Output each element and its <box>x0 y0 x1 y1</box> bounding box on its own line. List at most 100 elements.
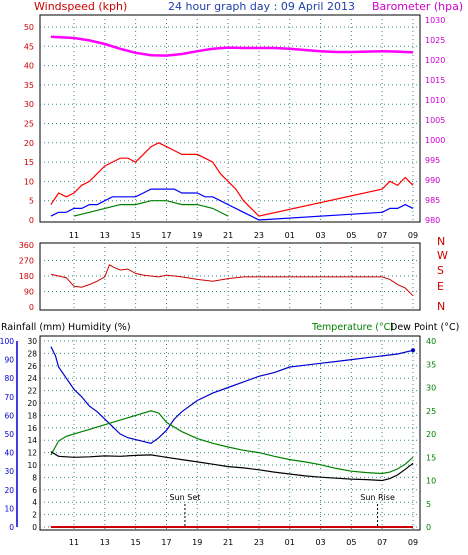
wind-tick-label: 30 <box>24 100 34 109</box>
temperature-line <box>50 410 414 475</box>
wind-x-tick-label: 07 <box>377 231 387 240</box>
baro-tick-label: 1015 <box>425 76 445 85</box>
wind-tick-label: 35 <box>24 81 34 90</box>
baro-tick-label: 1000 <box>425 136 445 145</box>
rain-tick-label: 2 <box>32 511 37 520</box>
rain-tick-label: 10 <box>27 461 37 470</box>
wind-x-tick-label: 11 <box>69 231 79 240</box>
wind-x-tick-label: 19 <box>192 231 202 240</box>
humidity-tick-label: 80 <box>4 374 14 383</box>
humidity-tick-label: 100 <box>0 337 14 346</box>
baro-tick-label: 1025 <box>425 36 445 45</box>
rain-tick-label: 28 <box>27 349 37 358</box>
wind-tick-label: 40 <box>24 62 34 71</box>
temperature-tick-label: 0 <box>426 523 431 532</box>
humidity-x-tick-label: 15 <box>131 538 141 547</box>
humidity-tick-label: 50 <box>4 430 14 439</box>
humidity-endpoint <box>411 348 415 353</box>
wind-tick-label: 45 <box>24 42 34 51</box>
wind-x-tick-label: 03 <box>315 231 325 240</box>
baro-tick-label: 995 <box>425 156 440 165</box>
wind-x-tick-label: 15 <box>131 231 141 240</box>
wind-x-tick-label: 21 <box>223 231 233 240</box>
sun-rise-label: Sun Rise <box>360 493 395 502</box>
humidity-tick-label: 90 <box>4 356 14 365</box>
rain-tick-label: 8 <box>32 473 37 482</box>
temperature-tick-label: 15 <box>426 453 436 462</box>
direction-tick-label: 270 <box>19 257 34 266</box>
humidity-x-tick-label: 23 <box>254 538 264 547</box>
wind-tick-label: 5 <box>29 197 34 206</box>
humidity-plot-frame <box>39 335 421 531</box>
direction-tick-label: 180 <box>19 272 34 281</box>
rain-tick-label: 22 <box>27 387 37 396</box>
humidity-x-tick-label: 07 <box>377 538 387 547</box>
rain-tick-label: 30 <box>27 337 37 346</box>
chart-title: 24 hour graph day : 09 April 2013 <box>168 0 355 13</box>
direction-tick-label: 360 <box>19 241 34 250</box>
temperature-tick-label: 20 <box>426 430 436 439</box>
humidity-tick-label: 0 <box>9 523 14 532</box>
dewpoint-line <box>50 451 414 482</box>
baro-tick-label: 1030 <box>425 16 445 25</box>
compass-label: W <box>437 249 448 262</box>
humidity-tick-label: 60 <box>4 411 14 420</box>
wind-tick-label: 50 <box>24 23 34 32</box>
direction-tick-label: 0 <box>29 303 34 312</box>
rain-tick-label: 0 <box>32 523 37 532</box>
compass-label: N <box>437 300 445 313</box>
dewpoint-axis-title: Dew Point (°C) <box>390 322 459 333</box>
rain-tick-label: 6 <box>32 486 37 495</box>
baro-tick-label: 1020 <box>425 56 445 65</box>
left-axis-title: Windspeed (kph) <box>34 0 127 13</box>
humidity-x-tick-label: 01 <box>285 538 295 547</box>
wind-tick-label: 0 <box>29 216 34 225</box>
barometer-line <box>50 35 414 57</box>
temperature-tick-label: 5 <box>426 500 431 509</box>
humidity-tick-label: 70 <box>4 393 14 402</box>
sun-set-label: Sun Set <box>169 493 200 502</box>
temperature-tick-label: 25 <box>426 407 436 416</box>
rain-tick-label: 26 <box>27 362 37 371</box>
humidity-x-tick-label: 17 <box>161 538 171 547</box>
wind-tick-label: 25 <box>24 120 34 129</box>
temperature-axis-title: Temperature (°C) <box>311 322 394 333</box>
temperature-tick-label: 30 <box>426 384 436 393</box>
baro-tick-label: 1005 <box>425 116 445 125</box>
wind-x-tick-label: 13 <box>100 231 110 240</box>
humidity-tick-label: 40 <box>4 449 14 458</box>
humidity-x-tick-label: 03 <box>315 538 325 547</box>
wind-x-tick-label: 17 <box>161 231 171 240</box>
rainfall-axis-title: Rainfall (mm) <box>1 322 65 333</box>
rain-tick-label: 14 <box>27 436 37 445</box>
humidity-x-tick-label: 05 <box>346 538 356 547</box>
wind-x-tick-label: 01 <box>285 231 295 240</box>
baro-tick-label: 990 <box>425 176 440 185</box>
humidity-tick-label: 10 <box>4 504 14 513</box>
direction-tick-label: 90 <box>24 288 34 297</box>
right-axis-title: Barometer (hpa) <box>372 0 463 13</box>
humidity-axis-title: Humidity (%) <box>68 322 131 333</box>
rain-tick-label: 4 <box>32 498 37 507</box>
wind-direction-line <box>50 264 414 297</box>
wind-tick-label: 20 <box>24 139 34 148</box>
compass-label: S <box>437 264 444 277</box>
wind-x-tick-label: 23 <box>254 231 264 240</box>
wind-gust-line <box>50 142 414 217</box>
wind-x-tick-label: 09 <box>408 231 418 240</box>
wind-speed-line <box>50 188 414 221</box>
wind-plot-frame <box>39 14 421 223</box>
rain-tick-label: 24 <box>27 374 37 383</box>
temperature-tick-label: 40 <box>426 337 436 346</box>
baro-tick-label: 985 <box>425 196 440 205</box>
humidity-x-tick-label: 09 <box>408 538 418 547</box>
wind-tick-label: 10 <box>24 177 34 186</box>
humidity-x-tick-label: 21 <box>223 538 233 547</box>
rain-tick-label: 16 <box>27 424 37 433</box>
rain-tick-label: 12 <box>27 449 37 458</box>
temperature-tick-label: 10 <box>426 477 436 486</box>
humidity-tick-label: 20 <box>4 486 14 495</box>
wind-x-tick-label: 05 <box>346 231 356 240</box>
